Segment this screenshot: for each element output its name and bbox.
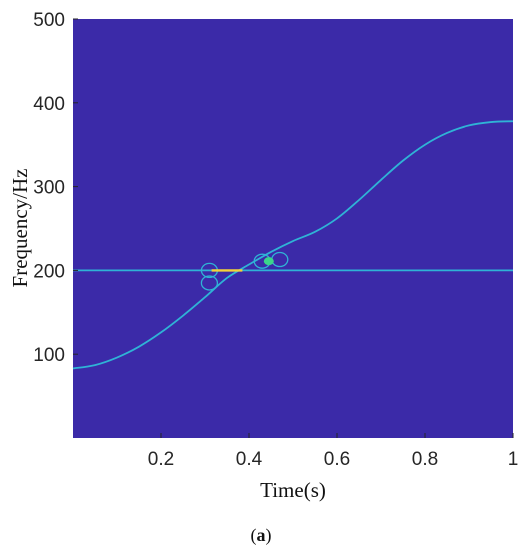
y-axis-ticks: 100 200 300 400 500 bbox=[33, 10, 78, 366]
x-tick-label: 0.6 bbox=[324, 449, 350, 470]
ridge-series-2 bbox=[72, 120, 514, 370]
caption-open-paren: ( bbox=[251, 525, 257, 546]
x-axis-ticks: 0.2 0.4 0.6 0.8 1 bbox=[148, 433, 519, 470]
peak-marker bbox=[263, 257, 274, 266]
y-tick-label: 400 bbox=[33, 94, 65, 115]
y-tick-label: 500 bbox=[33, 10, 65, 31]
x-axis-label: Time(s) bbox=[260, 478, 326, 502]
plot-area bbox=[73, 19, 513, 438]
y-tick-label: 100 bbox=[33, 345, 65, 366]
x-tick-label: 0.4 bbox=[236, 449, 263, 470]
caption-close-paren: ) bbox=[266, 525, 272, 546]
y-tick-label: 200 bbox=[33, 261, 65, 282]
figure-caption: (a) bbox=[251, 525, 272, 546]
caption-letter: a bbox=[257, 525, 266, 545]
x-tick-label: 1 bbox=[508, 449, 519, 470]
x-tick-label: 0.8 bbox=[412, 449, 438, 470]
y-axis-label: Frequency/Hz bbox=[8, 169, 32, 288]
x-tick-label: 0.2 bbox=[148, 449, 174, 470]
annotation-layer bbox=[200, 251, 289, 291]
ridge-layer bbox=[72, 120, 514, 370]
y-tick-label: 300 bbox=[33, 178, 65, 199]
interference-loop-2 bbox=[200, 275, 219, 291]
